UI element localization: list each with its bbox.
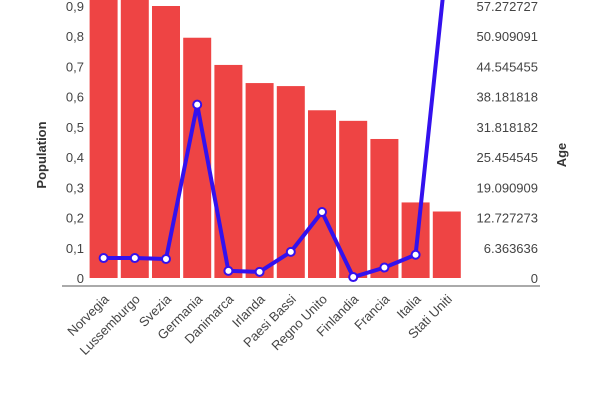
bar-norvegia: [89, 0, 118, 278]
age-line: [103, 0, 445, 280]
y-axis-left-title: Population: [34, 121, 49, 188]
bar-lussemburgo: [120, 0, 149, 279]
age-point-paesi-bassi: [285, 246, 296, 257]
y-right-tick-label: 50.909091: [477, 29, 538, 44]
y-right-tick-label: 25.454545: [477, 150, 538, 165]
bar-paesi-bassi: [276, 86, 305, 278]
age-point-norvegia: [98, 253, 109, 264]
y-left-tick-label: 0,6: [66, 90, 84, 105]
y-left-tick-label: 0,5: [66, 120, 84, 135]
y-left-tick-label: 0,1: [66, 241, 84, 256]
bar-stati-uniti: [432, 211, 461, 278]
age-point-irlanda: [254, 266, 265, 277]
y-right-tick-label: 6.363636: [484, 241, 538, 256]
y-left-tick-label: 0,9: [66, 0, 84, 14]
bar-francia: [370, 138, 399, 278]
age-point-francia: [379, 262, 390, 273]
y-left-tick-label: 0,8: [66, 29, 84, 44]
y-right-tick-label: 44.545455: [477, 59, 538, 74]
bar-svezia: [152, 6, 180, 278]
y-right-tick-label: 31.818182: [477, 120, 538, 135]
age-point-danimarca: [223, 265, 234, 276]
y-axis-right-title: Age: [554, 143, 569, 168]
age-point-germania: [192, 99, 203, 110]
age-point-regno-unito: [317, 206, 327, 217]
line-layer: [98, 0, 445, 283]
y-right-tick-label: 57.272727: [477, 0, 538, 14]
y-left-tick-label: 0,4: [66, 150, 84, 165]
y-right-tick-label: 12.727273: [477, 211, 538, 226]
y-left-tick-label: 0,3: [66, 180, 84, 195]
y-left-tick-label: 0,2: [66, 211, 84, 226]
age-point-finlandia: [348, 272, 359, 283]
bar-regno-unito: [308, 110, 336, 279]
y-right-tick-label: 0: [531, 271, 538, 286]
bar-finlandia: [339, 120, 368, 278]
bar-danimarca: [214, 64, 243, 279]
y-right-tick-label: 38.181818: [477, 90, 538, 105]
bar-irlanda: [245, 83, 274, 278]
age-point-italia: [410, 249, 421, 260]
age-point-lussemburgo: [129, 253, 140, 264]
y-left-tick-label: 0,7: [66, 59, 84, 74]
x-category-label: Francia: [351, 291, 393, 333]
age-point-svezia: [161, 254, 171, 264]
y-left-tick-label: 0: [77, 271, 84, 286]
y-right-tick-label: 19.090909: [477, 180, 538, 195]
bars-layer: [89, 0, 461, 279]
